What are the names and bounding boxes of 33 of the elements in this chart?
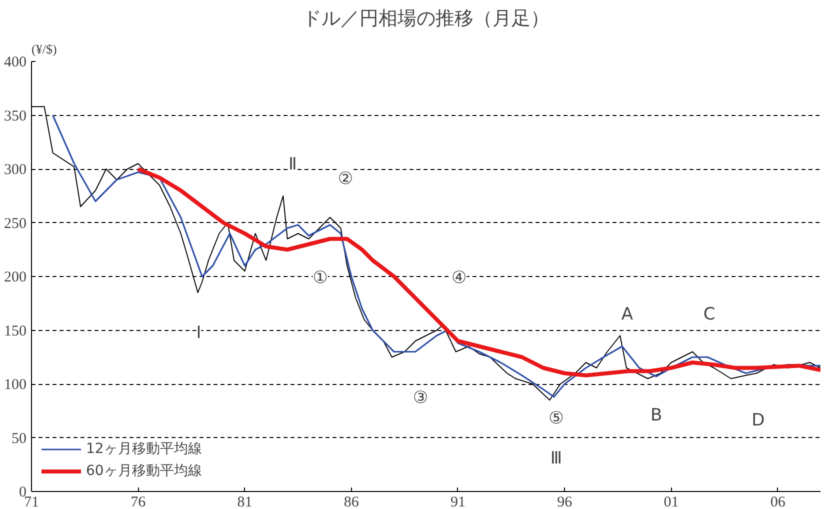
annotation: C (703, 304, 716, 324)
annotation: D (752, 410, 765, 431)
annotation: ① (312, 268, 328, 288)
y-tick-label: 50 (12, 430, 26, 447)
x-tick-label: 86 (344, 494, 360, 509)
x-tick-label: 71 (24, 494, 39, 509)
annotation: ③ (412, 388, 428, 408)
annotation: ⑤ (548, 408, 564, 428)
x-tick-label: 96 (557, 494, 573, 509)
x-tick-label: 91 (450, 494, 466, 509)
y-tick-label: 0 (19, 484, 26, 500)
y-axis-title: (¥/$) (32, 42, 57, 56)
annotation: Ⅲ (550, 448, 562, 468)
annotation: A (621, 304, 634, 324)
y-tick-label: 200 (4, 270, 26, 286)
y-tick-label: 350 (4, 108, 26, 124)
y-tick-label: 100 (4, 377, 26, 393)
legend-label: 12ヶ月移動平均線 (86, 440, 202, 458)
x-tick-label: 76 (130, 494, 146, 509)
y-tick-label: 400 (4, 54, 26, 70)
y-tick-label: 300 (4, 162, 26, 178)
annotation: Ⅱ (288, 154, 297, 175)
y-tick-label: 250 (4, 216, 26, 232)
y-tick-label: 150 (4, 323, 26, 340)
annotation: ② (338, 168, 354, 189)
x-tick-label: 01 (664, 494, 679, 509)
x-tick-label: 06 (770, 494, 786, 509)
annotation: B (650, 405, 662, 426)
annotation: ④ (452, 268, 467, 288)
annotation: Ⅰ (196, 322, 202, 343)
legend-label: 60ヶ月移動平均線 (86, 462, 202, 480)
x-tick-label: 81 (237, 494, 252, 509)
chart-title: ドル／円相場の推移（月足） (302, 8, 550, 30)
